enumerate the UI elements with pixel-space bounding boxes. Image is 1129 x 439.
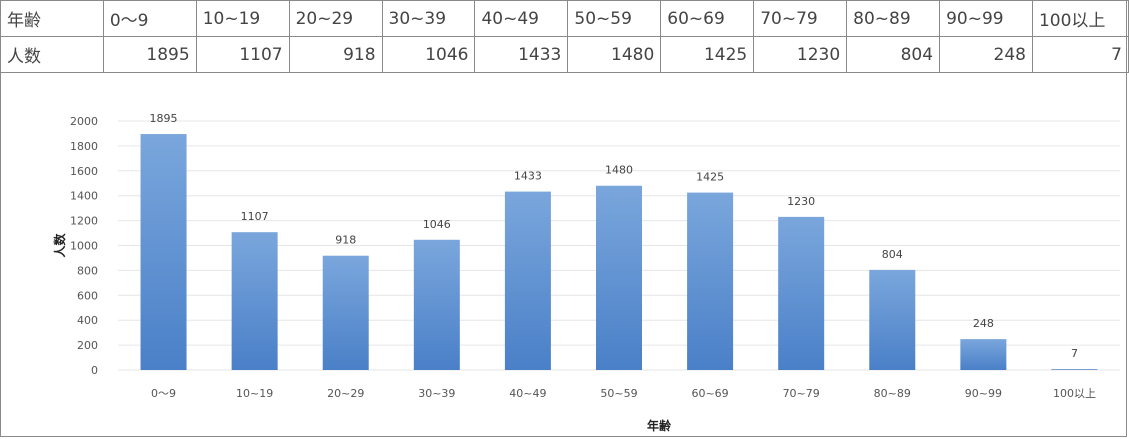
data-label: 918 bbox=[335, 234, 356, 247]
data-label: 1046 bbox=[423, 218, 451, 231]
table-cell: 7 bbox=[1031, 36, 1129, 73]
data-label: 1433 bbox=[514, 170, 542, 183]
bars bbox=[140, 134, 1098, 370]
x-tick-label: 80~89 bbox=[874, 387, 911, 400]
data-label: 1895 bbox=[150, 112, 178, 125]
table-row-age: 年齢 0～9 10~19 20~29 30~39 40~49 50~59 60~… bbox=[0, 0, 1129, 37]
table-cell: 40~49 bbox=[474, 0, 569, 37]
y-tick-label: 600 bbox=[77, 289, 98, 302]
bar-chart: 0 200 400 600 800 1000 1200 1400 1600 1800 2000 18… bbox=[52, 112, 1120, 433]
table-cell: 50~59 bbox=[567, 0, 662, 37]
x-tick-label: 30~39 bbox=[418, 387, 455, 400]
bar bbox=[869, 269, 916, 370]
y-axis-title: 人数 bbox=[52, 233, 67, 258]
data-label: 1230 bbox=[787, 195, 815, 208]
table-cell: 0～9 bbox=[102, 0, 197, 37]
table-cell: 1046 bbox=[381, 36, 476, 73]
bar bbox=[413, 239, 460, 370]
x-tick-label: 60~69 bbox=[691, 387, 728, 400]
bar bbox=[322, 255, 369, 370]
table-cell: 1895 bbox=[102, 36, 197, 73]
data-label: 7 bbox=[1071, 347, 1078, 360]
y-tick-label: 200 bbox=[77, 339, 98, 352]
table-cell: 70~79 bbox=[753, 0, 848, 37]
table-cell: 30~39 bbox=[381, 0, 476, 37]
bar bbox=[504, 191, 551, 370]
x-tick-label: 50~59 bbox=[600, 387, 637, 400]
x-tick-label: 40~49 bbox=[509, 387, 546, 400]
y-tick-label: 1600 bbox=[70, 165, 98, 178]
x-tick-label: 20~29 bbox=[327, 387, 364, 400]
x-tick-label: 90~99 bbox=[965, 387, 1002, 400]
bar bbox=[960, 339, 1007, 370]
y-axis-ticks: 0 200 400 600 800 1000 1200 1400 1600 1800 2000 bbox=[70, 115, 98, 377]
table-cell: 804 bbox=[846, 36, 941, 73]
table-cell: 60~69 bbox=[660, 0, 755, 37]
data-table: 年齢 0～9 10~19 20~29 30~39 40~49 50~59 60~… bbox=[0, 0, 1129, 73]
y-tick-label: 1800 bbox=[70, 140, 98, 153]
y-tick-label: 1200 bbox=[70, 215, 98, 228]
table-cell: 1107 bbox=[195, 36, 290, 73]
bar bbox=[687, 192, 734, 370]
table-cell: 248 bbox=[939, 36, 1033, 73]
y-tick-label: 1400 bbox=[70, 190, 98, 203]
x-tick-label: 70~79 bbox=[783, 387, 820, 400]
bar bbox=[1051, 369, 1098, 370]
table-cell: 100以上 bbox=[1031, 0, 1129, 37]
table-row-count: 人数 1895 1107 918 1046 1433 1480 1425 123… bbox=[0, 36, 1129, 73]
gridlines bbox=[118, 120, 1120, 371]
table-cell: 90~99 bbox=[939, 0, 1033, 37]
x-tick-label: 10~19 bbox=[236, 387, 273, 400]
x-axis-ticks: 0～9 10~19 20~29 30~39 40~49 50~59 60~69 70~79 80… bbox=[151, 387, 1096, 400]
data-label: 1480 bbox=[605, 164, 633, 177]
table-cell: 918 bbox=[288, 36, 383, 73]
y-tick-label: 400 bbox=[77, 314, 98, 327]
data-label: 248 bbox=[973, 317, 994, 330]
table-cell: 1433 bbox=[474, 36, 569, 73]
table-cell: 20~29 bbox=[288, 0, 383, 37]
bar bbox=[231, 232, 278, 370]
table-cell: 1230 bbox=[753, 36, 848, 73]
data-label: 804 bbox=[882, 248, 903, 261]
data-label: 1425 bbox=[696, 171, 724, 184]
y-tick-label: 800 bbox=[77, 264, 98, 277]
y-tick-label: 0 bbox=[91, 364, 98, 377]
y-tick-label: 2000 bbox=[70, 115, 98, 128]
row-header-count: 人数 bbox=[0, 36, 104, 73]
x-axis-title: 年齢 bbox=[647, 418, 672, 433]
table-cell: 1425 bbox=[660, 36, 755, 73]
data-label: 1107 bbox=[241, 210, 269, 223]
bar bbox=[140, 134, 187, 370]
table-cell: 80~89 bbox=[846, 0, 941, 37]
x-tick-label: 0～9 bbox=[151, 387, 176, 400]
table-cell: 10~19 bbox=[195, 0, 290, 37]
bar bbox=[778, 216, 825, 370]
row-header-age: 年齢 bbox=[0, 0, 104, 37]
bar bbox=[596, 185, 642, 370]
data-labels: 1895 1107 918 1046 1433 1480 1425 1230 804 248 7 bbox=[150, 112, 1078, 360]
table-cell: 1480 bbox=[567, 36, 662, 73]
y-tick-label: 1000 bbox=[70, 240, 98, 253]
x-tick-label: 100以上 bbox=[1053, 387, 1096, 400]
